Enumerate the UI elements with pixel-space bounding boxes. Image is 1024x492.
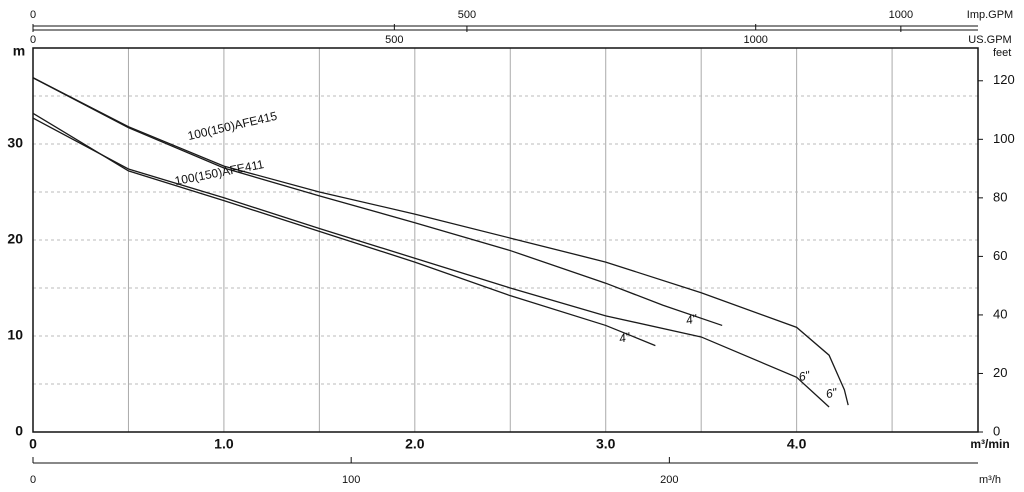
y2-tick-label: 100 [993, 131, 1015, 146]
curve [32, 112, 656, 347]
axis-tick-label: 0 [30, 9, 36, 21]
x-tick-label: 4.0 [787, 436, 807, 452]
model-label: 100(150)AFE411 [174, 157, 266, 188]
model-label: 100(150)AFE415 [186, 109, 279, 143]
y-tick-label: 10 [7, 327, 23, 343]
curve-label: 6" [797, 368, 811, 384]
axis-tick-label: 1000 [743, 34, 767, 46]
y2-tick-label: 40 [993, 306, 1007, 321]
curve [32, 77, 723, 327]
x-axis-label: m³/min [970, 437, 1009, 451]
curve [32, 77, 849, 406]
axis-tick-label: 500 [458, 9, 476, 21]
y-tick-label: 0 [15, 423, 23, 439]
y2-tick-label: 20 [993, 365, 1007, 380]
y2-tick-label: 120 [993, 72, 1015, 87]
plot-frame [32, 47, 979, 433]
curve-label: 4" [618, 330, 632, 346]
curve-label: 6" [825, 385, 839, 401]
y2-tick-label: 0 [993, 423, 1000, 438]
curve [32, 117, 830, 408]
axis-tick-label: 100 [342, 474, 360, 486]
y2-tick-label: 80 [993, 189, 1007, 204]
x-tick-label: 1.0 [214, 436, 234, 452]
y2-axis-label: feet [993, 47, 1011, 59]
axis-tick-label: 200 [660, 474, 678, 486]
axis-tick-label: 0 [30, 34, 36, 46]
y-tick-label: 30 [7, 135, 23, 151]
x-tick-label: 0 [29, 436, 37, 452]
y2-tick-label: 60 [993, 248, 1007, 263]
axis-label: m³/h [979, 474, 1001, 486]
axis-tick-label: 1000 [889, 9, 913, 21]
axis-label: Imp.GPM [967, 9, 1013, 21]
y-axis-label: m [13, 43, 25, 59]
axis-tick-label: 0 [30, 474, 36, 486]
x-tick-label: 3.0 [596, 436, 616, 452]
axis-label: US.GPM [968, 34, 1011, 46]
curve-label: 4" [685, 311, 699, 327]
axis-tick-label: 500 [385, 34, 403, 46]
x-tick-label: 2.0 [405, 436, 425, 452]
y-tick-label: 20 [7, 231, 23, 247]
